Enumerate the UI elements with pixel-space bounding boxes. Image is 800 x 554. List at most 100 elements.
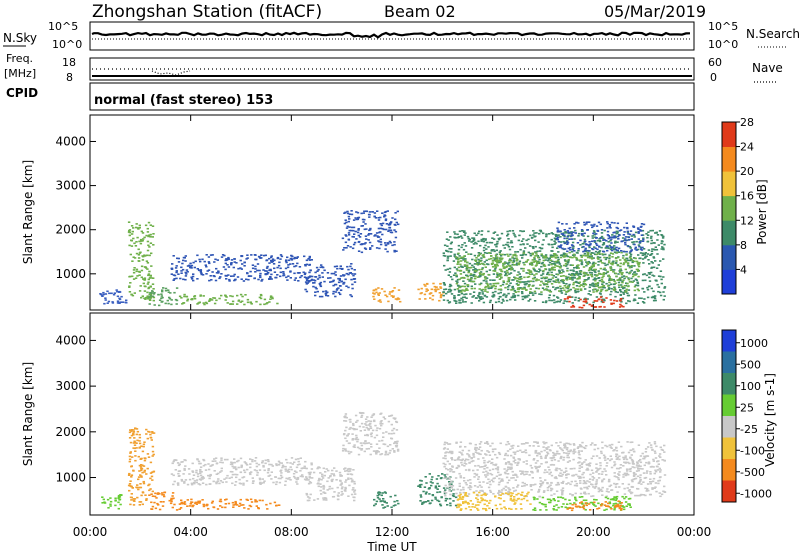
echo-cell — [463, 293, 466, 296]
echo-cell — [565, 448, 569, 451]
echo-cell — [478, 484, 482, 487]
echo-cell — [176, 257, 179, 260]
echo-cell — [488, 469, 492, 472]
echo-cell — [537, 287, 541, 290]
echo-cell — [444, 489, 447, 491]
echo-cell — [215, 272, 219, 274]
echo-cell — [600, 229, 604, 231]
echo-cell — [639, 476, 642, 479]
echo-cell — [506, 441, 510, 443]
echo-cell — [487, 246, 490, 248]
echo-cell — [454, 237, 457, 239]
echo-cell — [360, 444, 364, 447]
echo-cell — [375, 291, 378, 294]
echo-cell — [505, 443, 508, 446]
echo-cell — [513, 459, 517, 461]
echo-cell — [174, 469, 177, 471]
echo-cell — [511, 295, 515, 297]
echo-cell — [571, 304, 575, 307]
echo-cell — [299, 276, 302, 279]
echo-cell — [565, 470, 568, 472]
echo-cell — [328, 488, 331, 490]
echo-cell — [628, 272, 631, 274]
echo-cell — [566, 230, 569, 232]
echo-cell — [425, 491, 428, 493]
echo-cell — [566, 296, 570, 298]
echo-cell — [152, 296, 156, 299]
echo-cell — [173, 459, 176, 461]
echo-cell — [498, 296, 502, 298]
echo-cell — [483, 468, 486, 470]
echo-cell — [650, 250, 654, 252]
echo-cell — [380, 420, 383, 422]
echo-cell — [538, 246, 542, 249]
echo-cell — [554, 242, 557, 244]
echo-cell — [652, 295, 655, 298]
echo-cell — [609, 227, 612, 229]
echo-cell — [396, 297, 400, 299]
echo-cell — [623, 285, 627, 287]
echo-cell — [188, 505, 192, 507]
echo-cell — [243, 261, 246, 264]
echo-cell — [146, 249, 150, 252]
echo-cell — [453, 297, 456, 299]
echo-cell — [627, 239, 631, 241]
echo-cell — [504, 286, 507, 289]
echo-cell — [350, 213, 354, 216]
echo-cell — [246, 254, 249, 256]
echo-cell — [389, 444, 392, 446]
echo-cell — [446, 259, 449, 262]
echo-cell — [394, 494, 397, 497]
echo-cell — [618, 271, 622, 273]
echo-cell — [556, 236, 559, 239]
echo-cell — [654, 260, 657, 262]
echo-cell — [552, 262, 556, 265]
echo-cell — [224, 268, 227, 271]
echo-cell — [478, 446, 482, 448]
echo-cell — [129, 253, 132, 256]
echo-cell — [628, 245, 632, 248]
echo-cell — [443, 474, 446, 476]
echo-cell — [572, 452, 575, 455]
echo-cell — [284, 484, 287, 486]
echo-cell — [522, 253, 525, 256]
echo-cell — [634, 231, 638, 234]
echo-cell — [220, 459, 223, 461]
echo-cell — [379, 453, 382, 456]
echo-cell — [513, 269, 516, 272]
echo-cell — [443, 288, 446, 291]
echo-cell — [472, 454, 475, 456]
echo-cell — [381, 212, 384, 214]
echo-cell — [308, 497, 311, 499]
echo-cell — [138, 442, 142, 445]
echo-cell — [256, 474, 259, 476]
echo-cell — [304, 264, 307, 267]
echo-cell — [561, 493, 564, 496]
echo-cell — [456, 233, 459, 236]
echo-cell — [247, 275, 251, 277]
echo-cell — [175, 271, 178, 274]
echo-cell — [646, 240, 650, 243]
echo-cell — [269, 268, 272, 271]
echo-cell — [572, 458, 575, 461]
echo-cell — [352, 226, 356, 229]
echo-cell — [130, 293, 133, 296]
echo-cell — [637, 262, 640, 264]
echo-cell — [200, 272, 203, 274]
echo-cell — [383, 443, 387, 446]
echo-cell — [472, 275, 475, 277]
echo-cell — [641, 468, 644, 470]
echo-cell — [572, 283, 575, 286]
echo-cell — [195, 471, 198, 474]
echo-cell — [229, 303, 232, 305]
echo-cell — [478, 272, 482, 274]
echo-cell — [195, 469, 198, 472]
echo-cell — [595, 244, 599, 247]
echo-cell — [381, 439, 384, 442]
echo-cell — [569, 269, 572, 272]
echo-cell — [377, 294, 380, 296]
echo-cell — [461, 230, 464, 232]
echo-cell — [335, 265, 339, 268]
echo-cell — [505, 294, 508, 297]
echo-cell — [547, 281, 550, 283]
